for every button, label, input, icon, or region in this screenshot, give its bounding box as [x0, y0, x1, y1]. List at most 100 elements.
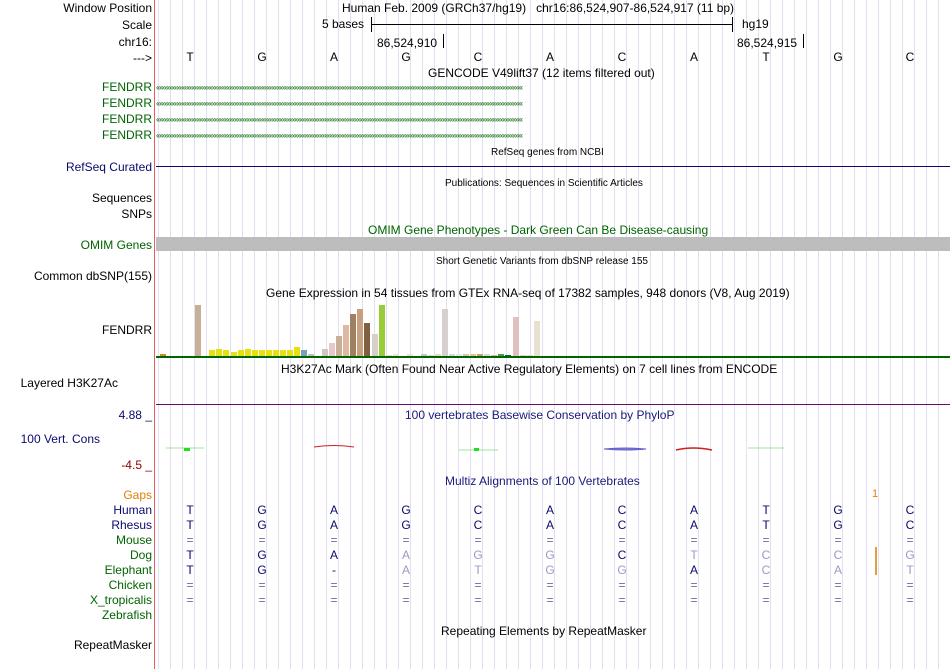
dbsnp-label[interactable]: Common dbSNP(155): [33, 269, 152, 283]
species-label[interactable]: Mouse: [115, 533, 152, 547]
species-label[interactable]: X_tropicalis: [89, 593, 152, 607]
gencode-gene-label[interactable]: FENDRR: [102, 128, 152, 142]
gtex-tissue-bar[interactable]: [343, 325, 350, 357]
alignment-base: =: [186, 578, 194, 592]
grid-line: [806, 0, 807, 669]
gtex-tissue-bar[interactable]: [258, 350, 265, 357]
alignment-base: C: [761, 548, 771, 562]
grid-line: [878, 0, 879, 669]
h3k27ac-label[interactable]: Layered H3K27Ac: [20, 376, 118, 390]
omim-title: OMIM Gene Phenotypes - Dark Green Can Be…: [368, 223, 709, 237]
gtex-tissue-bar[interactable]: [533, 321, 540, 357]
gtex-tissue-bar[interactable]: [216, 348, 223, 357]
alignment-base: =: [618, 578, 626, 592]
gencode-gene-label[interactable]: FENDRR: [102, 80, 152, 94]
gtex-tissue-bar[interactable]: [477, 354, 484, 357]
gtex-tissue-bar[interactable]: [484, 354, 491, 357]
grid-line: [494, 0, 495, 669]
grid-line: [590, 0, 591, 669]
gtex-tissue-bar[interactable]: [512, 317, 519, 357]
gtex-tissue-bar[interactable]: [160, 354, 166, 357]
gtex-tissue-bar[interactable]: [336, 336, 343, 357]
grid-line: [686, 0, 687, 669]
grid-line: [506, 0, 507, 669]
gtex-bar-chart[interactable]: [156, 300, 540, 357]
gene-strand-line[interactable]: ‹‹‹‹‹‹‹‹‹‹‹‹‹‹‹‹‹‹‹‹‹‹‹‹‹‹‹‹‹‹‹‹‹‹‹‹‹‹‹‹…: [156, 132, 523, 140]
gtex-tissue-bar[interactable]: [272, 349, 279, 357]
omim-label[interactable]: OMIM Genes: [80, 238, 152, 252]
gtex-tissue-bar[interactable]: [301, 350, 307, 357]
gtex-tissue-bar[interactable]: [223, 350, 230, 357]
base-letter: A: [329, 50, 338, 64]
gencode-gene-label[interactable]: FENDRR: [102, 96, 152, 110]
publications-label-sequences[interactable]: Sequences: [91, 191, 152, 205]
gtex-label[interactable]: FENDRR: [102, 323, 152, 337]
refseq-gene-line[interactable]: [156, 166, 950, 167]
gtex-tissue-bar[interactable]: [329, 343, 336, 357]
gtex-tissue-bar[interactable]: [357, 308, 364, 357]
species-label[interactable]: Zebrafish: [101, 608, 152, 622]
gtex-tissue-bar[interactable]: [364, 322, 371, 357]
species-label[interactable]: Rhesus: [111, 518, 152, 532]
phylop-signal[interactable]: [156, 440, 950, 458]
grid-line: [938, 0, 939, 669]
omim-feature-bar[interactable]: [156, 237, 950, 251]
gtex-tissue-bar[interactable]: [392, 354, 399, 357]
gtex-tissue-bar[interactable]: [195, 304, 202, 357]
grid-line: [422, 0, 423, 669]
alignment-base: =: [258, 533, 266, 547]
gtex-tissue-bar[interactable]: [286, 350, 293, 357]
gtex-tissue-bar[interactable]: [470, 354, 477, 357]
gtex-tissue-bar[interactable]: [322, 348, 329, 357]
gtex-tissue-bar[interactable]: [371, 333, 378, 357]
gtex-tissue-bar[interactable]: [265, 350, 272, 357]
gtex-tissue-bar[interactable]: [251, 350, 258, 357]
gtex-tissue-bar[interactable]: [279, 350, 286, 357]
species-label[interactable]: Human: [113, 503, 152, 517]
phylop-label[interactable]: 100 Vert. Cons: [20, 432, 100, 446]
gtex-tissue-bar[interactable]: [505, 354, 512, 357]
grid-line: [602, 0, 603, 669]
gtex-tissue-bar[interactable]: [308, 354, 315, 357]
alignment-base: =: [762, 593, 770, 607]
gtex-tissue-bar[interactable]: [209, 350, 216, 357]
alignment-base: =: [330, 578, 338, 592]
gtex-tissue-bar[interactable]: [378, 304, 385, 357]
gtex-tissue-bar[interactable]: [293, 347, 300, 357]
gencode-gene-label[interactable]: FENDRR: [102, 112, 152, 126]
gtex-tissue-bar[interactable]: [350, 314, 357, 357]
gaps-label[interactable]: Gaps: [123, 488, 152, 502]
gtex-tissue-bar[interactable]: [449, 354, 456, 357]
species-label[interactable]: Dog: [129, 548, 152, 562]
refseq-label[interactable]: RefSeq Curated: [65, 160, 152, 174]
grid-line: [782, 0, 783, 669]
gtex-tissue-bar[interactable]: [491, 354, 498, 357]
gtex-gene-line[interactable]: [156, 356, 950, 358]
gtex-tissue-bar[interactable]: [237, 350, 244, 357]
grid-line: [266, 0, 267, 669]
alignment-base: A: [329, 548, 338, 562]
gtex-tissue-bar[interactable]: [442, 308, 448, 357]
gtex-tissue-bar[interactable]: [456, 354, 463, 357]
gtex-tissue-bar[interactable]: [498, 354, 505, 357]
grid-line: [926, 0, 927, 669]
gene-strand-line[interactable]: ‹‹‹‹‹‹‹‹‹‹‹‹‹‹‹‹‹‹‹‹‹‹‹‹‹‹‹‹‹‹‹‹‹‹‹‹‹‹‹‹…: [156, 84, 523, 92]
species-label[interactable]: Elephant: [104, 563, 152, 577]
gene-strand-line[interactable]: ‹‹‹‹‹‹‹‹‹‹‹‹‹‹‹‹‹‹‹‹‹‹‹‹‹‹‹‹‹‹‹‹‹‹‹‹‹‹‹‹…: [156, 100, 523, 108]
gtex-tissue-bar[interactable]: [434, 354, 441, 357]
gtex-tissue-bar[interactable]: [463, 354, 470, 357]
gene-strand-line[interactable]: ‹‹‹‹‹‹‹‹‹‹‹‹‹‹‹‹‹‹‹‹‹‹‹‹‹‹‹‹‹‹‹‹‹‹‹‹‹‹‹‹…: [156, 116, 523, 124]
gtex-tissue-bar[interactable]: [244, 349, 251, 357]
species-label[interactable]: Chicken: [108, 578, 152, 592]
grid-line: [758, 0, 759, 669]
publications-label-snps[interactable]: SNPs: [121, 207, 152, 221]
gtex-tissue-bar[interactable]: [519, 354, 526, 357]
repeatmasker-label[interactable]: RepeatMasker: [73, 638, 152, 652]
alignment-base: =: [402, 533, 410, 547]
gtex-tissue-bar[interactable]: [406, 354, 413, 357]
gtex-tissue-bar[interactable]: [230, 351, 237, 357]
gtex-tissue-bar[interactable]: [427, 354, 434, 357]
gtex-tissue-bar[interactable]: [420, 354, 427, 357]
grid-line: [554, 0, 555, 669]
alignment-base: G: [833, 518, 843, 532]
